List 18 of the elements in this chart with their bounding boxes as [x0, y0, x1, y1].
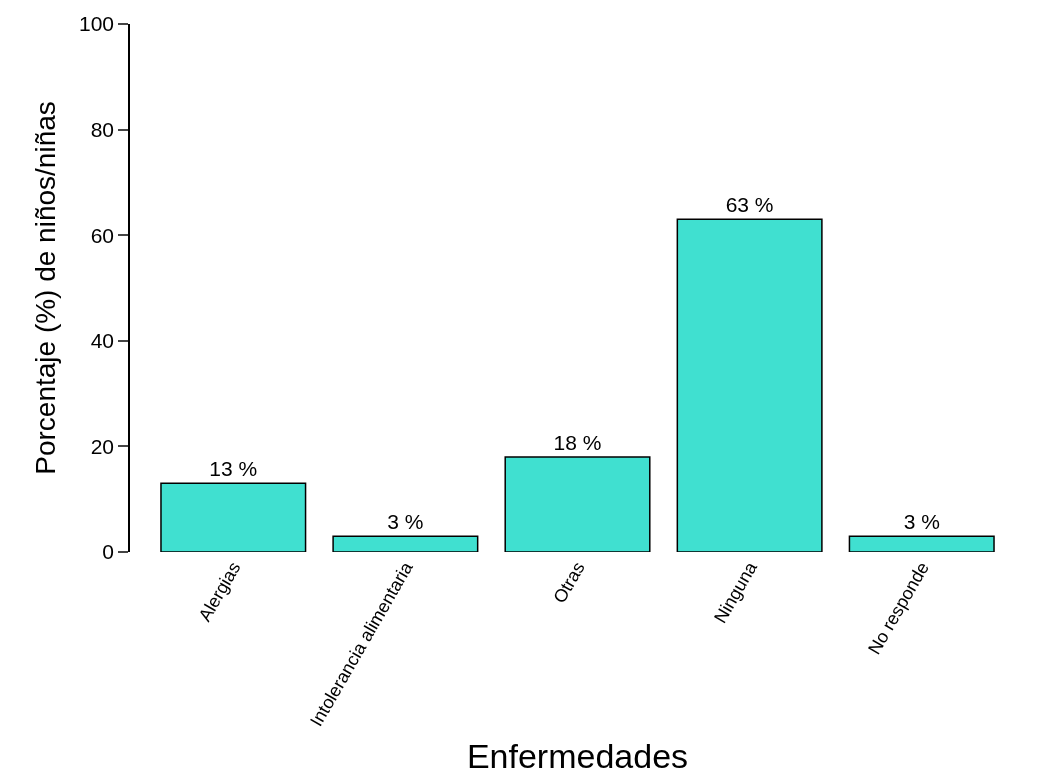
data-label: 18 % [553, 430, 602, 454]
data-label: 13 % [209, 457, 258, 481]
y-tick-label: 40 [90, 329, 115, 353]
bar [160, 482, 307, 552]
y-tick-label: 60 [90, 223, 115, 247]
bar [676, 218, 823, 552]
bar [504, 456, 651, 552]
y-tick-label: 100 [79, 12, 115, 36]
data-label: 3 % [903, 510, 940, 534]
data-label: 63 % [725, 193, 774, 217]
y-tick-label: 20 [90, 434, 115, 458]
y-tick-label: 80 [90, 117, 115, 141]
bar [332, 535, 479, 552]
data-label: 3 % [387, 510, 424, 534]
x-axis-title: Enfermedades [466, 736, 689, 775]
y-axis-title: Porcentaje (%) de niños/niñas [30, 101, 62, 475]
bar [848, 535, 995, 552]
y-tick-label: 0 [102, 540, 115, 564]
